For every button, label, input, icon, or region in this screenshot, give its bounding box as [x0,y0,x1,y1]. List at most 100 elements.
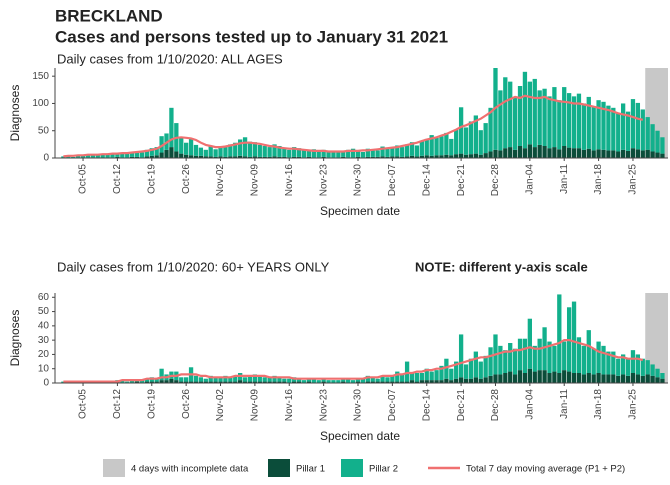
y-tick-label: 50 [38,306,50,317]
bar [517,146,523,158]
bar [350,380,356,383]
bar [616,358,621,376]
bar [193,381,199,383]
bar [223,381,228,383]
bar [301,380,307,383]
bar [571,96,577,149]
bar [625,150,631,158]
bar [434,380,439,383]
bar [208,381,213,383]
legend-swatch [341,459,363,477]
x-tick-label: Dec-21 [456,164,467,197]
bar [218,156,223,158]
bar [316,152,321,158]
y-tick-label: 0 [43,378,49,389]
bar [557,373,562,383]
bar [267,377,272,382]
bar [606,374,611,383]
bar [85,154,91,158]
bar [228,156,233,158]
bar [159,380,164,383]
bar [311,378,316,383]
bar [144,381,150,383]
bar [223,375,228,382]
bar [439,136,444,156]
bar [414,156,420,158]
bar [213,381,218,383]
bar [542,88,547,146]
bar [247,156,253,158]
legend-label: 4 days with incomplete data [131,464,249,475]
bar [164,149,169,158]
bar [429,371,434,381]
bar [458,153,464,158]
bar [660,137,665,154]
bar [139,380,145,383]
bar [61,156,66,158]
bar [488,347,493,376]
x-tick-label: Jan-25 [628,164,639,195]
bar [630,350,636,373]
legend-swatch [268,459,290,477]
bar [434,370,439,381]
bar [596,149,601,158]
x-tick-label: Dec-07 [387,389,398,422]
bar [625,375,631,383]
x-tick-label: Nov-30 [353,164,364,197]
bar [238,380,243,383]
bar [296,378,302,382]
bar [400,374,405,382]
bar [400,147,405,157]
bar [179,381,184,383]
bar [375,378,380,382]
bar [385,148,390,157]
bar [238,155,243,158]
bar [517,86,523,146]
bar [272,156,277,158]
bar [512,374,518,383]
bar [488,375,493,383]
bar [292,147,297,157]
x-tick-label: Dec-07 [387,164,398,197]
bar [458,334,464,378]
bar [179,153,184,158]
x-tick-label: Dec-14 [421,389,432,422]
bar [242,377,248,382]
bar [532,371,537,383]
x-tick-label: Jan-11 [559,389,570,419]
bar [267,156,272,158]
y-tick-label: 50 [38,125,50,136]
title: BRECKLAND [55,6,163,25]
bar [620,354,626,375]
bar [272,144,277,157]
bar [620,103,626,150]
bar [233,375,238,382]
bar [174,151,179,158]
y-tick-label: 40 [38,320,50,331]
bar [115,156,120,158]
bar [179,138,184,154]
bar [296,148,302,157]
bar [655,130,660,153]
bar [380,146,385,157]
bar [606,150,611,158]
bar [414,373,420,382]
bar [660,373,665,379]
x-tick-label: Jan-18 [593,389,604,420]
y-tick-label: 10 [38,363,50,374]
bar [606,351,611,375]
bar [444,378,449,383]
bar [552,87,557,148]
bar [571,373,577,383]
bar [493,374,498,383]
bar [213,149,218,157]
bar [419,373,424,381]
bar [645,360,650,375]
bar [473,153,478,158]
bar [508,343,513,372]
bar [242,381,248,383]
bar [522,71,528,149]
bar [306,381,312,383]
bar [306,378,312,382]
bar [341,378,346,382]
